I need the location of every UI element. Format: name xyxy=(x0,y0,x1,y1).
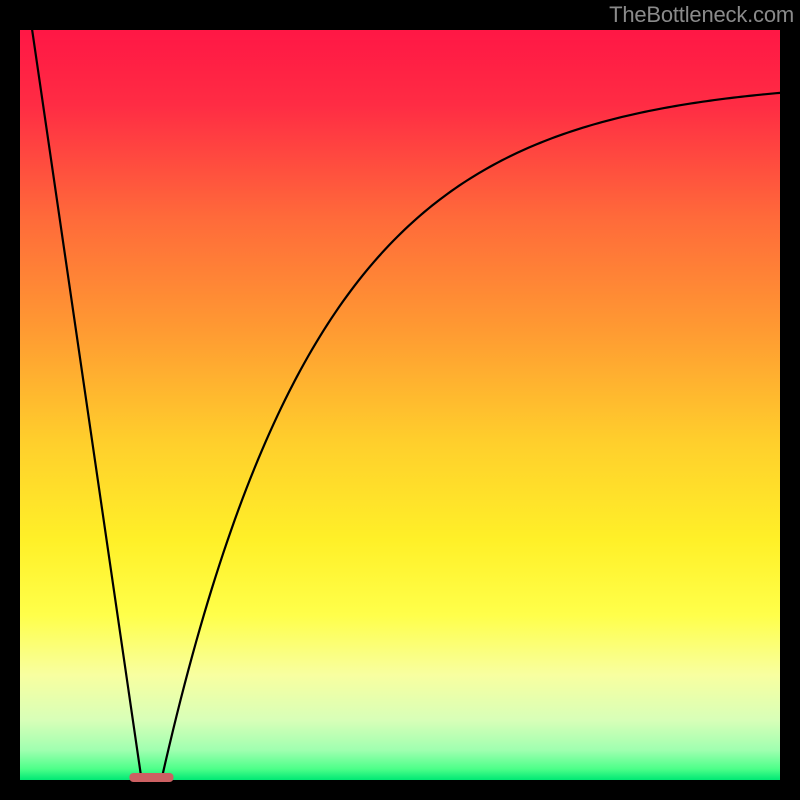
minimum-marker xyxy=(129,773,173,782)
plot-gradient-background xyxy=(20,30,780,780)
bottleneck-chart xyxy=(0,0,800,800)
watermark-text: TheBottleneck.com xyxy=(609,2,794,28)
